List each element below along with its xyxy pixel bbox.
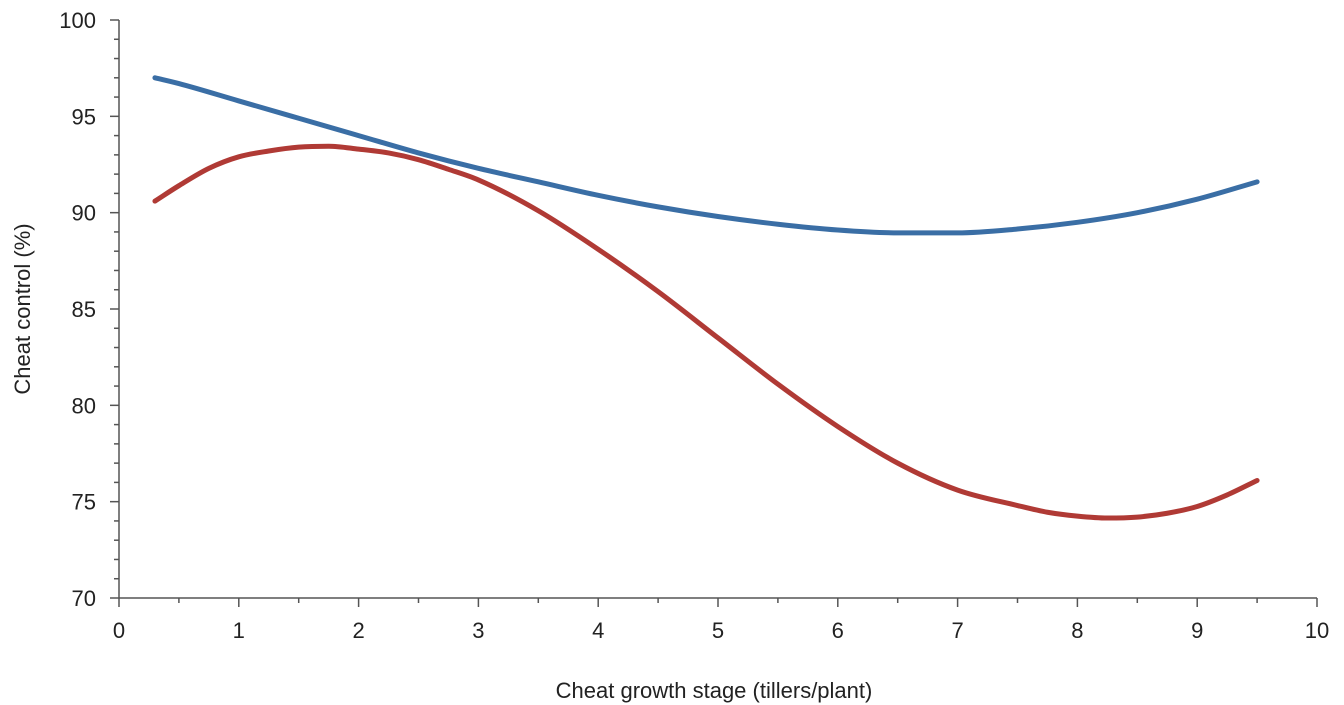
y-tick-label: 90 bbox=[72, 201, 96, 226]
x-tick-label: 3 bbox=[472, 618, 484, 643]
x-tick-label: 10 bbox=[1305, 618, 1329, 643]
y-tick-label: 80 bbox=[72, 393, 96, 418]
x-tick-label: 2 bbox=[352, 618, 364, 643]
y-tick-labels: 70 75 80 85 90 95 100 bbox=[59, 8, 96, 611]
x-tick-label: 5 bbox=[712, 618, 724, 643]
y-tick-label: 75 bbox=[72, 490, 96, 515]
series-line-2 bbox=[152, 143, 1260, 521]
y-tick-label: 100 bbox=[59, 8, 96, 33]
x-tick-label: 7 bbox=[951, 618, 963, 643]
y-tick-label: 95 bbox=[72, 104, 96, 129]
x-tick-label: 1 bbox=[233, 618, 245, 643]
series-line-1 bbox=[152, 75, 1260, 236]
series-layer bbox=[152, 75, 1260, 521]
x-minor-ticks bbox=[178, 598, 1258, 603]
y-axis-title: Cheat control (%) bbox=[10, 223, 35, 394]
y-tick-label: 70 bbox=[72, 586, 96, 611]
x-tick-label: 9 bbox=[1191, 618, 1203, 643]
y-minor-ticks bbox=[114, 38, 119, 580]
x-tick-label: 8 bbox=[1071, 618, 1083, 643]
y-tick-label: 85 bbox=[72, 297, 96, 322]
x-tick-label: 6 bbox=[832, 618, 844, 643]
x-tick-label: 4 bbox=[592, 618, 604, 643]
x-axis-title: Cheat growth stage (tillers/plant) bbox=[556, 678, 873, 703]
y-major-ticks bbox=[110, 19, 119, 599]
x-tick-label: 0 bbox=[113, 618, 125, 643]
x-tick-labels: 0 1 2 3 4 5 6 7 8 9 10 bbox=[113, 618, 1329, 643]
x-major-ticks bbox=[118, 598, 1318, 607]
